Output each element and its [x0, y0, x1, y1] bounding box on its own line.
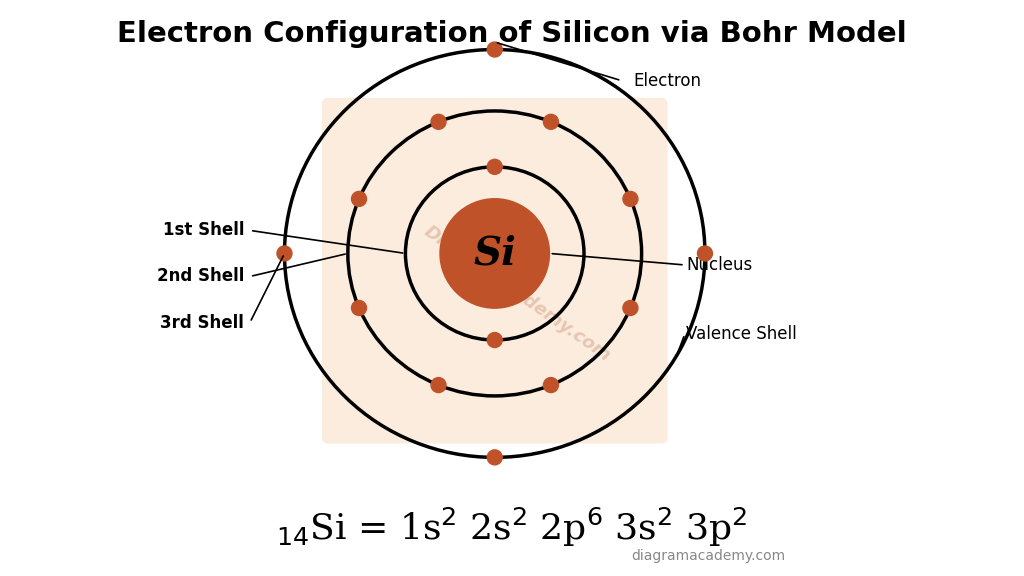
Circle shape [440, 199, 550, 308]
Circle shape [351, 301, 367, 316]
Circle shape [487, 160, 502, 175]
Text: diagramacademy.com: diagramacademy.com [632, 550, 785, 563]
Circle shape [544, 378, 558, 393]
Text: Nucleus: Nucleus [686, 256, 753, 274]
FancyBboxPatch shape [322, 98, 668, 444]
Circle shape [487, 450, 502, 465]
Text: 2nd Shell: 2nd Shell [157, 267, 244, 286]
Text: $_{14}$Si = 1s$^2$ 2s$^2$ 2p$^6$ 3s$^2$ 3p$^2$: $_{14}$Si = 1s$^2$ 2s$^2$ 2p$^6$ 3s$^2$ … [276, 506, 748, 548]
Circle shape [697, 246, 713, 261]
Circle shape [351, 191, 367, 206]
Text: Electron: Electron [633, 71, 701, 90]
Circle shape [487, 332, 502, 347]
Circle shape [623, 191, 638, 206]
Circle shape [431, 114, 446, 129]
Text: Si: Si [473, 234, 516, 272]
Text: Diagramacademy.com: Diagramacademy.com [421, 222, 614, 365]
Circle shape [544, 114, 558, 129]
Text: 3rd Shell: 3rd Shell [161, 313, 244, 332]
Circle shape [431, 378, 446, 393]
Circle shape [276, 246, 292, 261]
Text: Electron Configuration of Silicon via Bohr Model: Electron Configuration of Silicon via Bo… [117, 20, 907, 48]
Text: 1st Shell: 1st Shell [163, 221, 244, 240]
Circle shape [487, 42, 502, 57]
Text: Valence Shell: Valence Shell [686, 325, 797, 343]
Circle shape [623, 301, 638, 316]
